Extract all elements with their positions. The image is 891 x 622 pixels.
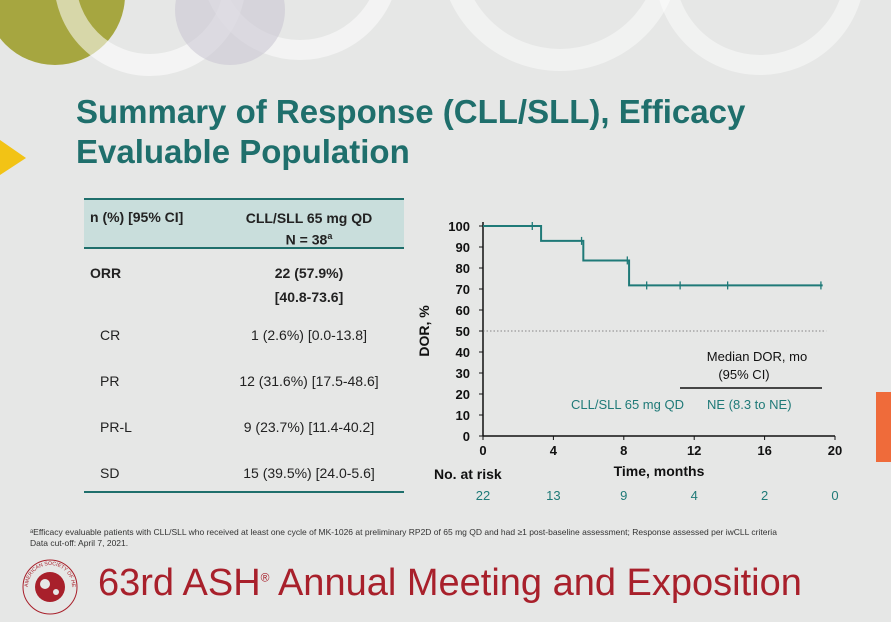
x-tick-label: 0 [479,443,486,458]
ash-logo: AMERICAN SOCIETY OF HEMATOLOGY [20,557,78,615]
y-tick-label: 70 [456,282,470,297]
header-col2: CLL/SLL 65 mg QD N = 38a [214,209,404,249]
x-tick-label: 20 [828,443,842,458]
x-axis-label: Time, months [614,463,705,479]
header-col2-line1: CLL/SLL 65 mg QD [245,210,373,226]
risk-count: 4 [691,488,698,503]
y-tick-label: 20 [456,387,470,402]
footnote-line2: Data cut-off: April 7, 2021. [30,538,129,548]
y-tick-label: 40 [456,345,470,360]
risk-count: 9 [620,488,627,503]
table-row: PR-L 9 (23.7%) [11.4-40.2] [100,419,375,435]
response-table: n (%) [95% CI] CLL/SLL 65 mg QD N = 38a … [84,198,404,493]
x-tick-label: 4 [550,443,558,458]
deco-light-circle [659,0,861,75]
x-tick-label: 16 [757,443,771,458]
y-axis-label: DOR, % [416,305,432,357]
legend-series-label: CLL/SLL 65 mg QD [571,397,684,412]
deco-light-circle [56,0,244,76]
legend-header-line2: (95% CI) [718,367,769,382]
deco-light-circle [208,0,392,60]
header-col2-line2: N = 38a [285,231,333,248]
y-tick-label: 80 [456,261,470,276]
table-bottom-rule [84,491,404,493]
legend-header-line1: Median DOR, mo [707,349,807,364]
risk-count: 13 [546,488,560,503]
table-row: [40.8-73.6] [274,289,344,305]
deco-orange-bar [876,392,891,462]
header-col1: n (%) [95% CI] [90,209,184,225]
footnote-line1: ᵃEfficacy evaluable patients with CLL/SL… [30,527,777,537]
footer-meeting-title: 63rd ASH® Annual Meeting and Exposition [98,562,802,604]
table-row: ORR 22 (57.9%) [90,265,344,281]
footnote: ᵃEfficacy evaluable patients with CLL/SL… [30,527,870,549]
y-tick-label: 30 [456,366,470,381]
km-curve [483,225,823,287]
y-tick-label: 0 [463,429,470,444]
risk-count: 0 [831,488,838,503]
x-tick-label: 8 [620,443,627,458]
risk-count: 22 [476,488,490,503]
y-tick-label: 60 [456,303,470,318]
table-row: PR 12 (31.6%) [17.5-48.6] [100,373,379,389]
table-row: CR 1 (2.6%) [0.0-13.8] [100,327,367,343]
risk-table-label: No. at risk [434,466,502,482]
y-tick-label: 100 [448,219,470,234]
y-tick-label: 90 [456,240,470,255]
table-row: SD 15 (39.5%) [24.0-5.6] [100,465,375,481]
y-tick-label: 50 [456,324,470,339]
legend-value: NE (8.3 to NE) [707,397,792,412]
deco-light-circle [449,0,671,71]
deco-yellow-triangle [0,140,26,175]
deco-purple-circle [175,0,285,65]
slide-title: Summary of Response (CLL/SLL), Efficacy … [76,93,746,170]
y-tick-label: 10 [456,408,470,423]
risk-count: 2 [761,488,768,503]
table-header: n (%) [95% CI] CLL/SLL 65 mg QD N = 38a [84,198,404,249]
x-tick-label: 12 [687,443,701,458]
